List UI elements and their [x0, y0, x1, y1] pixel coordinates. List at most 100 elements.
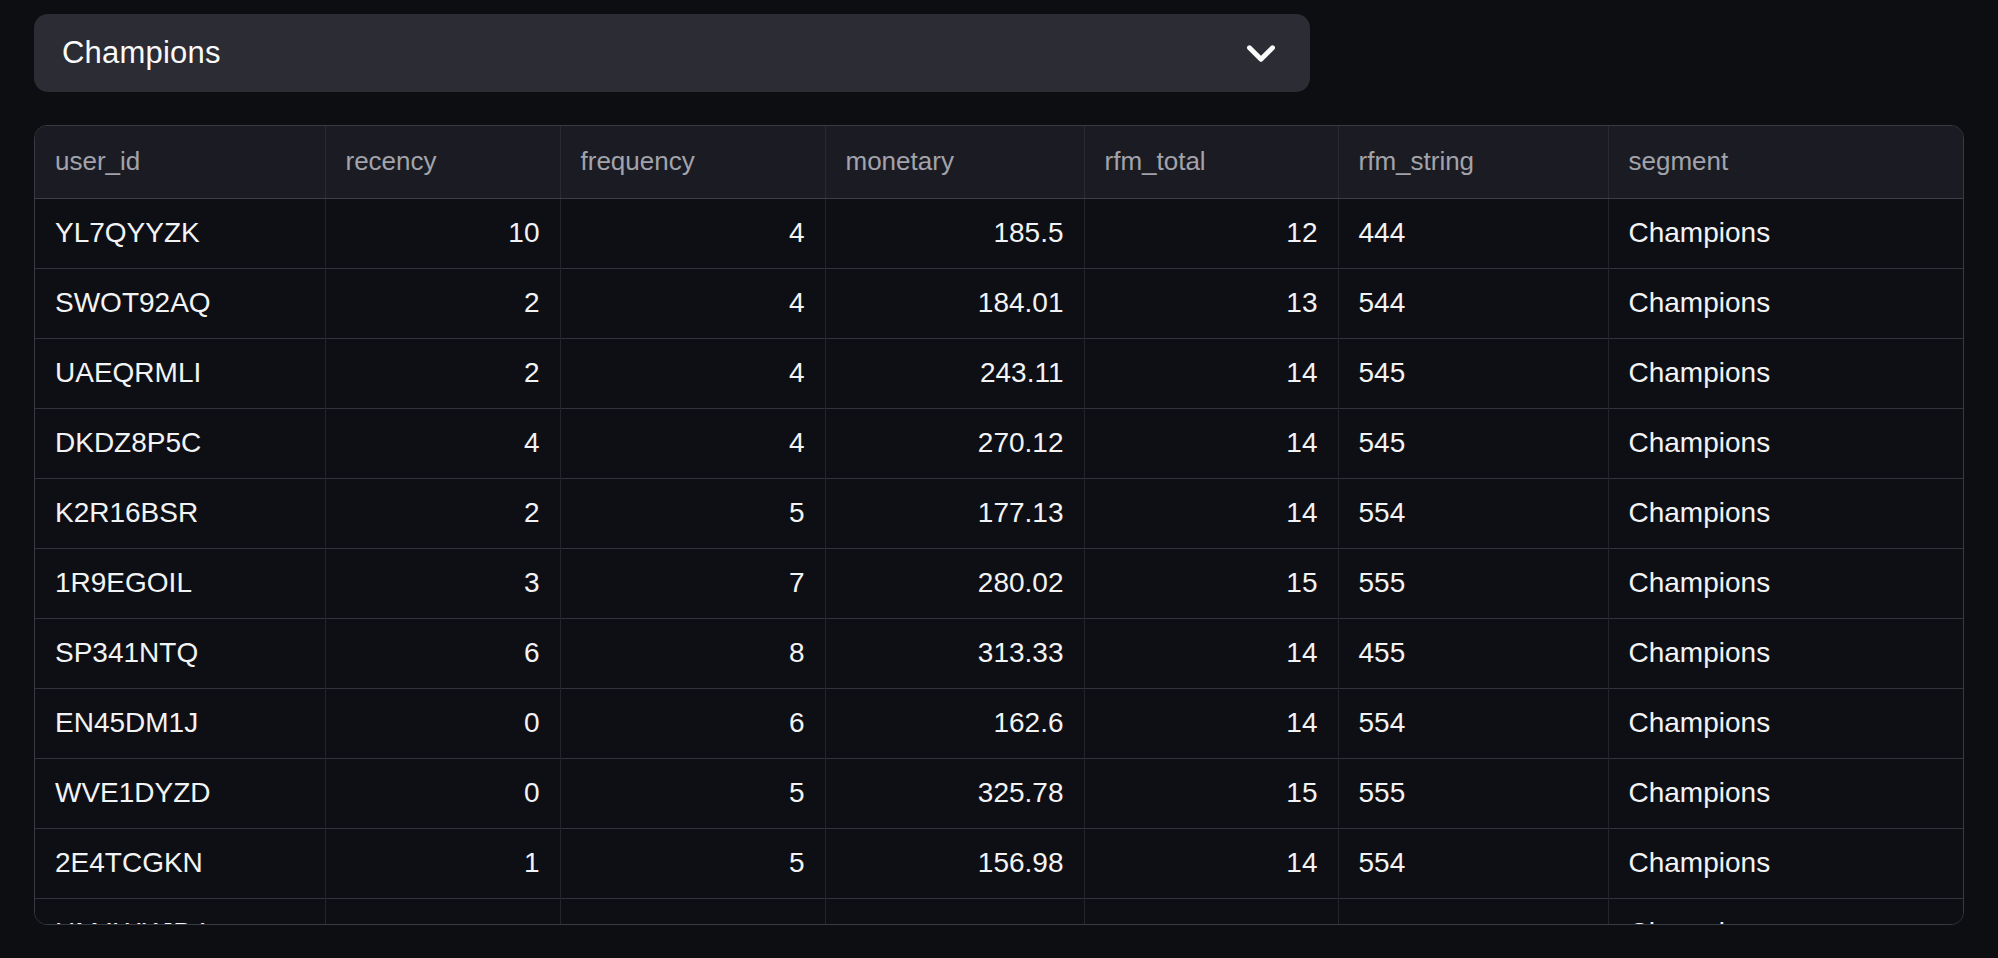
cell-segment: Champions [1608, 478, 1963, 548]
cell-segment: Champions [1608, 758, 1963, 828]
cell-frequency: 5 [560, 478, 825, 548]
table-row: DKDZ8P5C44270.1214545Champions [35, 408, 1963, 478]
table-row: SWOT92AQ24184.0113544Champions [35, 268, 1963, 338]
table-header-row: user_idrecencyfrequencymonetaryrfm_total… [35, 126, 1963, 198]
cell-user_id: EN45DM1J [35, 688, 325, 758]
cell-segment: Champions [1608, 898, 1963, 925]
cell-segment: Champions [1608, 828, 1963, 898]
cell-segment: Champions [1608, 618, 1963, 688]
column-header-rfm_string[interactable]: rfm_string [1338, 126, 1608, 198]
cell-recency: 0 [325, 688, 560, 758]
cell-monetary: 177.13 [825, 478, 1084, 548]
cell-rfm_string: 554 [1338, 478, 1608, 548]
cell-recency: 1 [325, 828, 560, 898]
cell-monetary: 162.6 [825, 688, 1084, 758]
cell-rfm_string: 554 [1338, 688, 1608, 758]
cell-frequency: 4 [560, 198, 825, 268]
cell-frequency: 4 [560, 268, 825, 338]
cell-rfm_total: 14 [1084, 688, 1338, 758]
page: Champions user_idrecencyfrequencymonetar… [0, 0, 1998, 958]
cell-rfm_total: 12 [1084, 198, 1338, 268]
cell-recency [325, 898, 560, 925]
cell-rfm_total [1084, 898, 1338, 925]
cell-user_id: 1R9EGOIL [35, 548, 325, 618]
cell-frequency: 4 [560, 408, 825, 478]
cell-frequency: 4 [560, 338, 825, 408]
cell-user_id: 2E4TCGKN [35, 828, 325, 898]
table-row: K2R16BSR25177.1314554Champions [35, 478, 1963, 548]
cell-rfm_total: 14 [1084, 618, 1338, 688]
cell-rfm_string: 555 [1338, 758, 1608, 828]
cell-rfm_total: 14 [1084, 478, 1338, 548]
cell-monetary: 325.78 [825, 758, 1084, 828]
cell-user_id: DKDZ8P5C [35, 408, 325, 478]
cell-rfm_string: 544 [1338, 268, 1608, 338]
cell-recency: 2 [325, 478, 560, 548]
cell-monetary: 280.02 [825, 548, 1084, 618]
table-row: YL7QYYZK104185.512444Champions [35, 198, 1963, 268]
cell-segment: Champions [1608, 338, 1963, 408]
cell-recency: 4 [325, 408, 560, 478]
table-row: 2E4TCGKN15156.9814554Champions [35, 828, 1963, 898]
cell-recency: 2 [325, 268, 560, 338]
cell-rfm_total: 14 [1084, 338, 1338, 408]
cell-user_id: YL7QYYZK [35, 198, 325, 268]
cell-segment: Champions [1608, 198, 1963, 268]
column-header-segment[interactable]: segment [1608, 126, 1963, 198]
cell-recency: 0 [325, 758, 560, 828]
cell-rfm_string [1338, 898, 1608, 925]
rfm-table-container: user_idrecencyfrequencymonetaryrfm_total… [34, 125, 1964, 925]
segment-select[interactable]: Champions [34, 14, 1310, 92]
cell-frequency: 8 [560, 618, 825, 688]
table-row: 1R9EGOIL37280.0215555Champions [35, 548, 1963, 618]
cell-user_id: UAEQRMLI [35, 338, 325, 408]
cell-rfm_total: 13 [1084, 268, 1338, 338]
cell-rfm_string: 545 [1338, 338, 1608, 408]
cell-user_id: SWOT92AQ [35, 268, 325, 338]
cell-segment: Champions [1608, 688, 1963, 758]
cell-recency: 3 [325, 548, 560, 618]
table-row: WVE1DYZD05325.7815555Champions [35, 758, 1963, 828]
cell-frequency: 5 [560, 828, 825, 898]
chevron-down-icon [1246, 44, 1276, 63]
cell-user_id: SP341NTQ [35, 618, 325, 688]
cell-recency: 2 [325, 338, 560, 408]
cell-monetary: 270.12 [825, 408, 1084, 478]
table-row: SP341NTQ68313.3314455Champions [35, 618, 1963, 688]
table-row: EN45DM1J06162.614554Champions [35, 688, 1963, 758]
cell-rfm_string: 554 [1338, 828, 1608, 898]
cell-frequency: 5 [560, 758, 825, 828]
cell-monetary: 184.01 [825, 268, 1084, 338]
cell-rfm_string: 545 [1338, 408, 1608, 478]
cell-rfm_total: 15 [1084, 548, 1338, 618]
cell-monetary: 313.33 [825, 618, 1084, 688]
cell-monetary: 156.98 [825, 828, 1084, 898]
cell-monetary: 243.11 [825, 338, 1084, 408]
cell-frequency: 7 [560, 548, 825, 618]
cell-rfm_total: 14 [1084, 828, 1338, 898]
cell-frequency [560, 898, 825, 925]
column-header-recency[interactable]: recency [325, 126, 560, 198]
column-header-monetary[interactable]: monetary [825, 126, 1084, 198]
cell-rfm_string: 455 [1338, 618, 1608, 688]
cell-recency: 6 [325, 618, 560, 688]
table-row: UAEQRMLI24243.1114545Champions [35, 338, 1963, 408]
cell-frequency: 6 [560, 688, 825, 758]
cell-rfm_string: 555 [1338, 548, 1608, 618]
cell-rfm_string: 444 [1338, 198, 1608, 268]
cell-monetary [825, 898, 1084, 925]
cell-rfm_total: 15 [1084, 758, 1338, 828]
cell-monetary: 185.5 [825, 198, 1084, 268]
cell-user_id: K2R16BSR [35, 478, 325, 548]
column-header-rfm_total[interactable]: rfm_total [1084, 126, 1338, 198]
cell-segment: Champions [1608, 408, 1963, 478]
cell-segment: Champions [1608, 268, 1963, 338]
cell-segment: Champions [1608, 548, 1963, 618]
cell-rfm_total: 14 [1084, 408, 1338, 478]
cell-user_id: WVE1DYZD [35, 758, 325, 828]
column-header-frequency[interactable]: frequency [560, 126, 825, 198]
table-row-partial: HM4WKJB4Champions [35, 898, 1963, 925]
cell-recency: 10 [325, 198, 560, 268]
rfm-table: user_idrecencyfrequencymonetaryrfm_total… [35, 126, 1963, 925]
column-header-user_id[interactable]: user_id [35, 126, 325, 198]
